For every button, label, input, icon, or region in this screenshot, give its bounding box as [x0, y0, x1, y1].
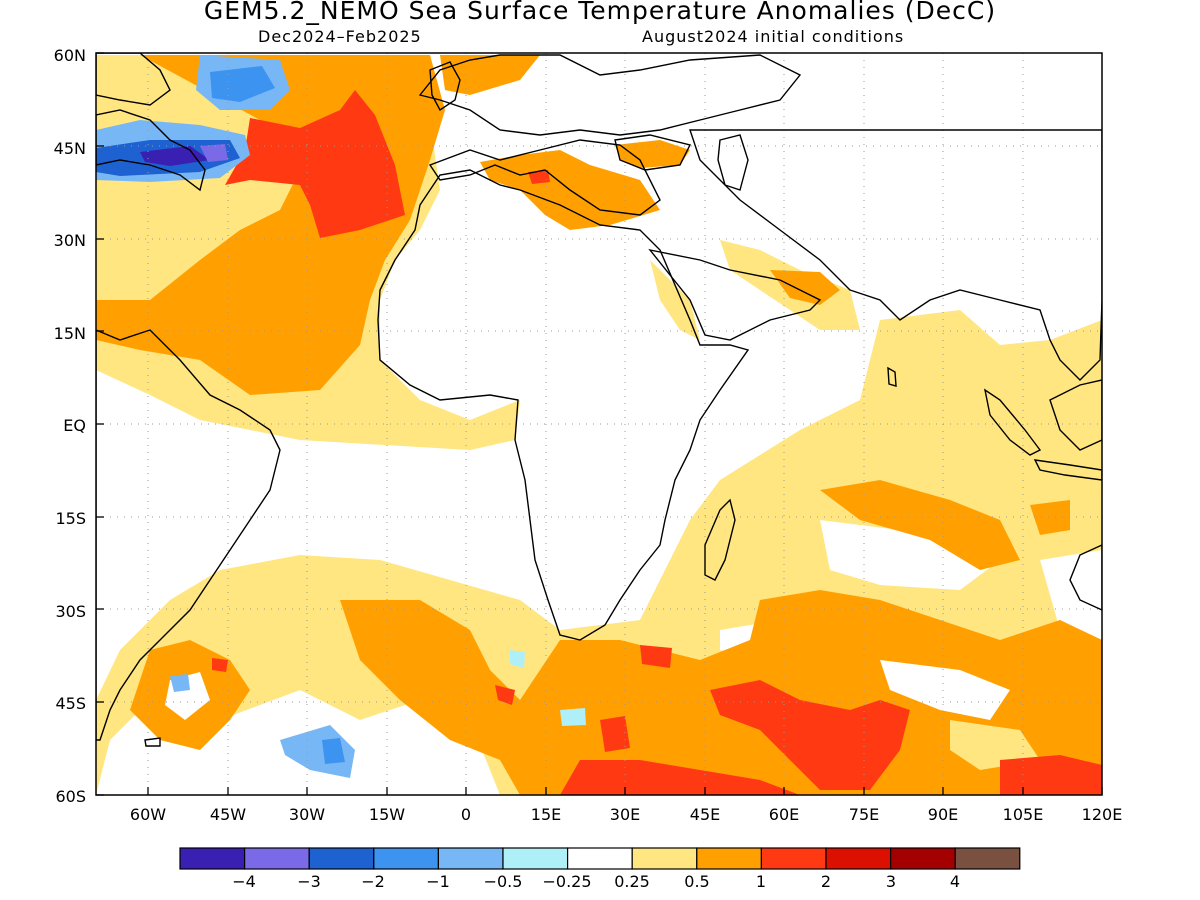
- sri-lanka-outline: [887, 366, 897, 387]
- black-sea-outline: [614, 134, 692, 171]
- lat-label: 30N: [54, 231, 86, 250]
- borneo-outline: [1049, 379, 1102, 451]
- lat-label: 45N: [54, 139, 86, 158]
- lon-label: 30W: [289, 805, 325, 824]
- lat-label: 30S: [55, 602, 86, 621]
- colorbar-swatch: [889, 847, 956, 870]
- colorbar-swatch: [502, 847, 569, 870]
- lon-label: 90E: [928, 805, 958, 824]
- lat-label: 45S: [55, 694, 86, 713]
- europe-outline: [428, 139, 661, 216]
- colorbar-swatch: [179, 847, 246, 870]
- colorbar-tick-label: −1: [426, 872, 450, 891]
- lat-label: 15S: [55, 509, 86, 528]
- colorbar-swatch: [566, 847, 633, 870]
- lon-label: 120E: [1082, 805, 1123, 824]
- axis-ticks: [96, 52, 1103, 796]
- lon-label: 75E: [849, 805, 879, 824]
- anomaly-shading: [96, 53, 1102, 795]
- colorbar-labels: −4 −3 −2 −1 −0.5 −0.25 0.25 0.5 1 2 3 4: [232, 872, 960, 891]
- lon-label: 45W: [210, 805, 246, 824]
- madagascar-outline: [704, 498, 736, 581]
- europe-north-outline: [418, 54, 802, 136]
- forecast-period: Dec2024–Feb2025: [258, 27, 422, 46]
- africa-outline: [377, 169, 750, 641]
- colorbar-tick-label: 0.5: [684, 872, 709, 891]
- british-isles-outline: [429, 61, 461, 112]
- java-outline: [1033, 459, 1102, 481]
- colorbar-swatch: [825, 847, 892, 870]
- colorbar-tick-label: −0.25: [542, 872, 591, 891]
- lat-label: 15N: [54, 324, 86, 343]
- arabia-outline: [648, 248, 822, 341]
- colorbar: [179, 847, 1021, 870]
- lat-label: 60S: [55, 787, 86, 806]
- colorbar-swatch: [308, 847, 375, 870]
- colorbar-tick-label: −4: [232, 872, 256, 891]
- lon-label: 0: [461, 805, 471, 824]
- latitude-axis: 60N 45N 30N 15N EQ 15S 30S 45S 60S: [54, 46, 86, 806]
- colorbar-tick-label: 3: [886, 872, 896, 891]
- colorbar-tick-label: 1: [756, 872, 766, 891]
- falklands-outline: [144, 737, 161, 747]
- colorbar-swatch: [954, 847, 1021, 870]
- coastlines: [96, 53, 1102, 747]
- sumatra-outline: [983, 388, 1042, 456]
- map-title: GEM5.2_NEMO Sea Surface Temperature Anom…: [203, 0, 997, 25]
- north-america-outline: [96, 109, 206, 192]
- lon-label: 15E: [531, 805, 561, 824]
- greenland-outline: [96, 53, 171, 106]
- colorbar-swatch: [437, 847, 504, 870]
- longitude-axis: 60W 45W 30W 15W 0 15E 30E 45E 60E 75E 90…: [130, 805, 1122, 824]
- colorbar-swatch: [244, 847, 310, 870]
- lat-label: EQ: [63, 416, 86, 435]
- colorbar-tick-label: 0.25: [614, 872, 650, 891]
- lon-label: 15W: [369, 805, 405, 824]
- graticule: [96, 53, 1102, 795]
- colorbar-tick-label: −0.5: [484, 872, 523, 891]
- caspian-outline: [717, 134, 749, 191]
- lon-label: 60E: [769, 805, 799, 824]
- colorbar-swatch: [760, 847, 827, 870]
- lon-label: 30E: [610, 805, 640, 824]
- colorbar-swatch: [373, 847, 439, 870]
- south-america-outline: [96, 329, 281, 741]
- india-outline: [689, 129, 1102, 381]
- lat-label: 60N: [54, 46, 86, 65]
- lon-label: 45E: [690, 805, 720, 824]
- colorbar-swatch: [631, 847, 698, 870]
- colorbar-tick-label: −3: [297, 872, 321, 891]
- colorbar-tick-label: −2: [361, 872, 385, 891]
- lon-label: 105E: [1003, 805, 1044, 824]
- colorbar-swatch: [696, 847, 762, 870]
- colorbar-tick-label: 4: [950, 872, 960, 891]
- lon-label: 60W: [130, 805, 166, 824]
- australia-outline: [1069, 544, 1102, 611]
- colorbar-tick-label: 2: [821, 872, 831, 891]
- initial-conditions-label: August2024 initial conditions: [642, 27, 905, 46]
